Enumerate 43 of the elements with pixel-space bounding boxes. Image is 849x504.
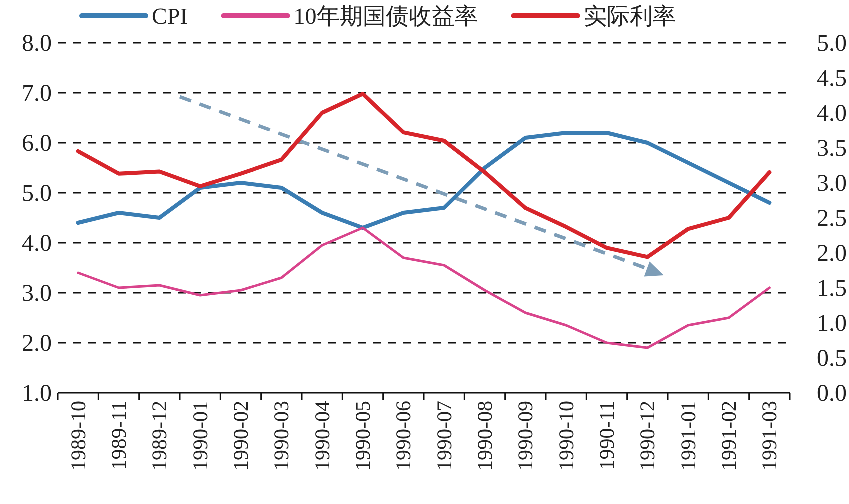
x-tick-label: 1991-01 [676, 401, 700, 471]
line-series [77, 226, 771, 350]
y2-tick-label: 5.0 [817, 31, 847, 57]
legend-label: 10年期国债收益率 [294, 4, 478, 29]
x-tick-label: 1990-02 [229, 401, 253, 471]
x-tick-label: 1991-03 [758, 401, 782, 471]
x-tick-label: 1990-12 [636, 401, 660, 471]
x-tick-label: 1989-12 [148, 401, 172, 471]
x-tick-label: 1991-02 [717, 401, 741, 471]
line-series [76, 131, 772, 230]
x-tick-label: 1990-04 [310, 400, 334, 471]
x-tick-label: 1990-01 [188, 401, 212, 471]
y2-tick-label: 4.5 [817, 66, 847, 92]
x-tick-label: 1990-03 [270, 401, 294, 471]
y2-tick-label: 2.5 [817, 206, 847, 232]
line-series [76, 92, 772, 260]
y-tick-label: 4.0 [22, 231, 52, 257]
y2-tick-label: 4.0 [817, 101, 847, 127]
x-tick-label: 1990-10 [554, 401, 578, 471]
x-tick-label: 1990-05 [351, 401, 375, 471]
y2-tick-label: 1.5 [817, 276, 847, 302]
y2-tick-label: 0.5 [817, 346, 847, 372]
y2-tick-label: 3.5 [817, 136, 847, 162]
legend-label: CPI [152, 4, 188, 29]
y-tick-label: 2.0 [22, 331, 52, 357]
y-tick-label: 3.0 [22, 281, 52, 307]
y2-tick-label: 0.0 [817, 381, 847, 407]
x-tick-label: 1990-11 [595, 401, 619, 470]
y2-tick-label: 2.0 [817, 241, 847, 267]
y-tick-label: 8.0 [22, 31, 52, 57]
y-tick-label: 1.0 [22, 381, 52, 407]
legend-label: 实际利率 [584, 4, 676, 29]
y2-tick-label: 1.0 [817, 311, 847, 337]
x-tick-label: 1990-06 [392, 401, 416, 471]
x-tick-label: 1990-07 [432, 401, 456, 471]
x-tick-label: 1990-09 [514, 401, 538, 471]
x-tick-label: 1989-11 [107, 401, 131, 470]
x-tick-label: 1990-08 [473, 401, 497, 471]
y-tick-label: 7.0 [22, 81, 52, 107]
y-tick-label: 5.0 [22, 181, 52, 207]
x-tick-label: 1989-10 [66, 401, 90, 471]
y2-tick-label: 3.0 [817, 171, 847, 197]
y-tick-label: 6.0 [22, 131, 52, 157]
